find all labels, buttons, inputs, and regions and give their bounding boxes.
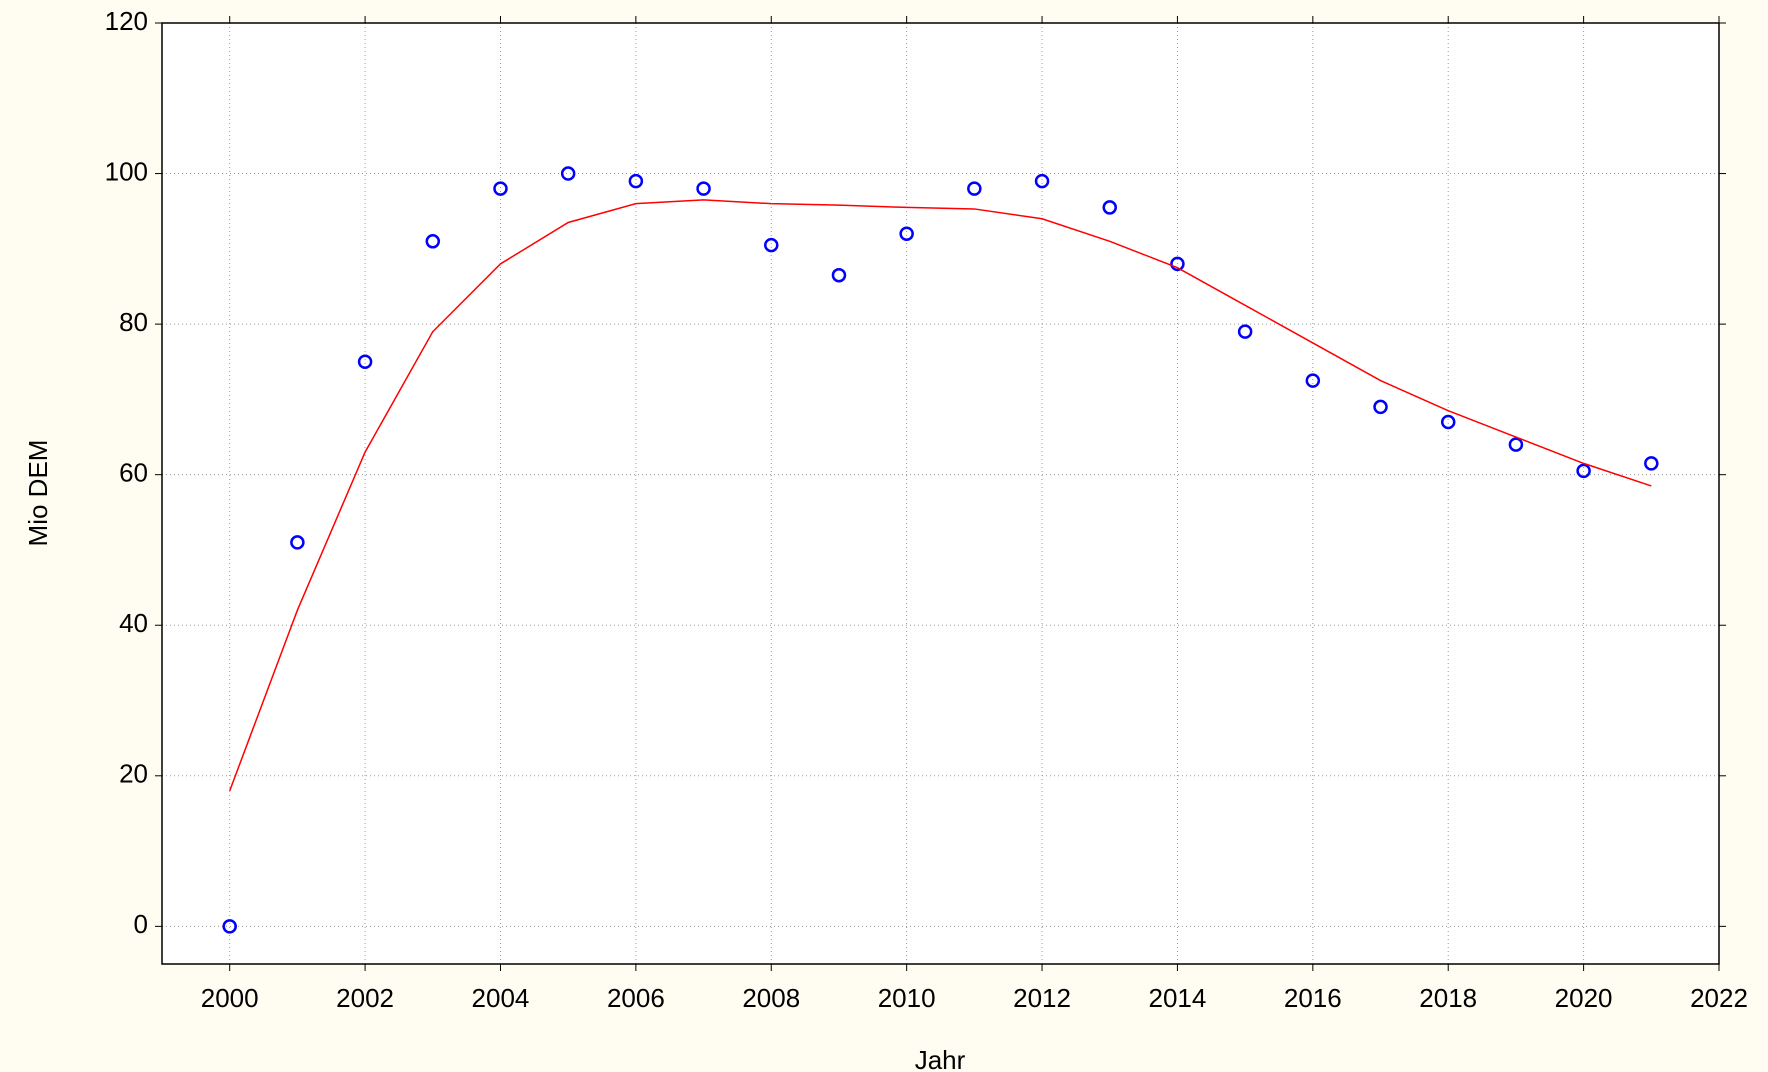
data-point (1373, 399, 1388, 415)
fit-line (228, 199, 1652, 792)
y-tick-label: 40 (119, 608, 148, 638)
y-tick-label: 0 (134, 909, 148, 939)
x-tick-label: 2012 (1013, 983, 1071, 1013)
x-tick-label: 2014 (1149, 983, 1207, 1013)
data-point (831, 267, 847, 283)
data-point (967, 181, 982, 196)
x-tick-label: 2018 (1419, 983, 1477, 1013)
y-tick-label: 60 (119, 458, 148, 488)
x-tick-label: 2016 (1284, 983, 1342, 1013)
data-point (1576, 463, 1591, 479)
data-point (1237, 324, 1253, 339)
y-tick-label: 120 (105, 6, 148, 36)
data-point (628, 173, 644, 189)
x-tick-label: 2002 (336, 983, 394, 1013)
x-tick-label: 2022 (1690, 983, 1748, 1013)
data-point (493, 181, 508, 196)
plot-frame (161, 22, 1720, 965)
x-tick-label: 2010 (878, 983, 936, 1013)
y-axis-label: Mio DEM (23, 440, 53, 547)
x-tick-label: 2008 (742, 983, 800, 1013)
x-axis-label: Jahr (915, 1045, 966, 1072)
data-point (560, 166, 576, 181)
data-point (899, 226, 914, 242)
data-point (1644, 456, 1659, 471)
x-tick-label: 2004 (472, 983, 530, 1013)
plot-area (162, 23, 1719, 964)
data-point (1440, 414, 1456, 430)
data-point (357, 354, 373, 370)
y-tick-label: 80 (119, 307, 148, 337)
data-point (425, 234, 441, 249)
data-point (1170, 256, 1185, 272)
data-point (222, 919, 237, 934)
x-tick-label: 2020 (1555, 983, 1613, 1013)
data-point (1102, 200, 1117, 215)
x-tick-label: 2006 (607, 983, 665, 1013)
data-point (1034, 173, 1050, 189)
data-point (696, 181, 711, 196)
data-point (764, 237, 779, 253)
data-point (1305, 373, 1321, 388)
data-point (1508, 437, 1524, 452)
y-tick-label: 100 (105, 156, 148, 186)
data-point (290, 535, 305, 550)
y-tick-label: 20 (119, 759, 148, 789)
x-tick-label: 2000 (201, 983, 259, 1013)
